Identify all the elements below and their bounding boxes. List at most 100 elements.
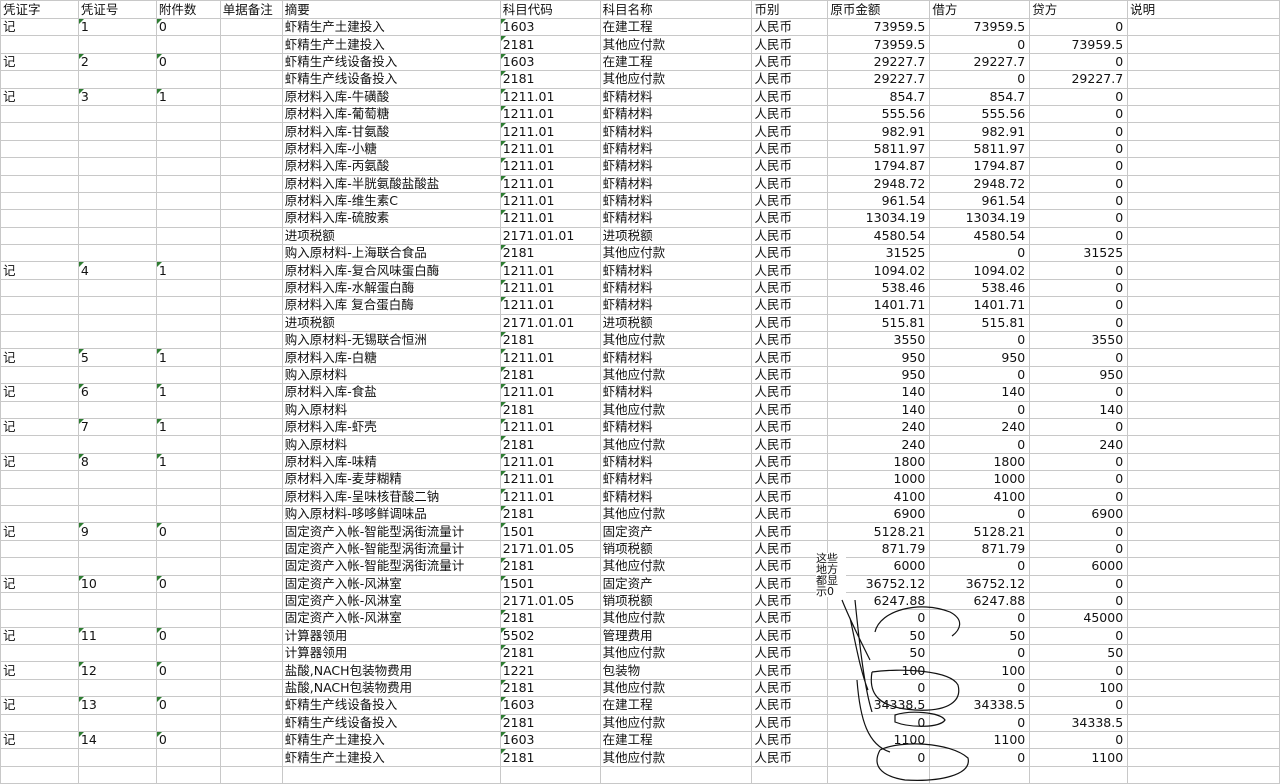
cell-voucher-no[interactable] bbox=[77, 765, 157, 784]
cell-account-code[interactable]: 2181 bbox=[499, 435, 601, 454]
cell-doc-note[interactable] bbox=[219, 70, 283, 89]
cell-voucher-type[interactable]: 记 bbox=[0, 383, 79, 402]
cell-attachments[interactable]: 1 bbox=[155, 87, 221, 106]
cell-summary[interactable]: 原材料入库-呈味核苷酸二钠 bbox=[281, 487, 501, 506]
cell-currency[interactable]: 人民币 bbox=[751, 17, 829, 37]
cell-attachments[interactable] bbox=[155, 331, 221, 350]
cell-remark[interactable] bbox=[1127, 470, 1280, 489]
cell-account-name[interactable]: 虾精材料 bbox=[599, 296, 753, 315]
cell-voucher-no[interactable]: 9 bbox=[77, 522, 157, 541]
cell-summary[interactable]: 进项税额 bbox=[281, 313, 501, 333]
cell-summary[interactable]: 原材料入库-半胱氨酸盐酸盐 bbox=[281, 174, 501, 193]
cell-account-name[interactable]: 其他应付款 bbox=[599, 35, 753, 54]
cell-remark[interactable] bbox=[1127, 731, 1280, 750]
cell-voucher-type[interactable] bbox=[0, 278, 79, 298]
cell-account-code[interactable]: 1211.01 bbox=[499, 139, 601, 159]
cell-currency[interactable]: 人民币 bbox=[751, 226, 829, 246]
cell-summary[interactable]: 购入原材料 bbox=[281, 400, 501, 419]
cell-summary[interactable]: 盐酸,NACH包装物费用 bbox=[281, 678, 501, 698]
cell-voucher-no[interactable] bbox=[77, 191, 157, 211]
cell-debit[interactable]: 1794.87 bbox=[929, 157, 1031, 176]
cell-account-name[interactable]: 其他应付款 bbox=[599, 365, 753, 385]
cell-orig-amount[interactable]: 100 bbox=[827, 661, 931, 680]
cell-account-code[interactable]: 1211.01 bbox=[499, 487, 601, 506]
cell-account-name[interactable]: 其他应付款 bbox=[599, 644, 753, 663]
cell-credit[interactable]: 29227.7 bbox=[1029, 70, 1129, 89]
cell-debit[interactable]: 0 bbox=[929, 244, 1031, 263]
cell-voucher-type[interactable] bbox=[0, 296, 79, 315]
header-account-name[interactable]: 科目名称 bbox=[599, 0, 753, 19]
cell-debit[interactable]: 6247.88 bbox=[929, 591, 1031, 611]
cell-voucher-no[interactable] bbox=[77, 104, 157, 124]
cell-attachments[interactable] bbox=[155, 35, 221, 54]
cell-orig-amount[interactable]: 515.81 bbox=[827, 313, 931, 333]
cell-account-name[interactable]: 虾精材料 bbox=[599, 191, 753, 211]
cell-summary[interactable]: 虾精生产土建投入 bbox=[281, 748, 501, 767]
cell-summary[interactable]: 固定资产入帐-智能型涡街流量计 bbox=[281, 522, 501, 541]
cell-doc-note[interactable] bbox=[219, 331, 283, 350]
cell-currency[interactable]: 人民币 bbox=[751, 52, 829, 72]
cell-voucher-type[interactable] bbox=[0, 504, 79, 524]
cell-orig-amount[interactable]: 4100 bbox=[827, 487, 931, 506]
cell-account-code[interactable]: 2181 bbox=[499, 70, 601, 89]
cell-orig-amount[interactable]: 961.54 bbox=[827, 191, 931, 211]
cell-debit[interactable]: 538.46 bbox=[929, 278, 1031, 298]
cell-voucher-no[interactable]: 1 bbox=[77, 17, 157, 37]
cell-orig-amount[interactable]: 4580.54 bbox=[827, 226, 931, 246]
cell-debit[interactable]: 0 bbox=[929, 557, 1031, 576]
cell-debit[interactable]: 0 bbox=[929, 713, 1031, 733]
cell-currency[interactable]: 人民币 bbox=[751, 261, 829, 280]
cell-debit[interactable]: 13034.19 bbox=[929, 209, 1031, 228]
cell-attachments[interactable] bbox=[155, 678, 221, 698]
cell-credit[interactable]: 0 bbox=[1029, 209, 1129, 228]
cell-remark[interactable] bbox=[1127, 313, 1280, 333]
cell-orig-amount[interactable]: 5128.21 bbox=[827, 522, 931, 541]
cell-credit[interactable]: 0 bbox=[1029, 574, 1129, 593]
cell-voucher-no[interactable]: 6 bbox=[77, 383, 157, 402]
cell-credit[interactable]: 34338.5 bbox=[1029, 713, 1129, 733]
cell-remark[interactable] bbox=[1127, 244, 1280, 263]
cell-voucher-type[interactable] bbox=[0, 765, 79, 784]
cell-currency[interactable]: 人民币 bbox=[751, 713, 829, 733]
cell-voucher-no[interactable] bbox=[77, 313, 157, 333]
cell-doc-note[interactable] bbox=[219, 87, 283, 106]
cell-voucher-type[interactable]: 记 bbox=[0, 522, 79, 541]
cell-account-code[interactable]: 1211.01 bbox=[499, 348, 601, 367]
cell-account-name[interactable]: 虾精材料 bbox=[599, 87, 753, 106]
cell-credit[interactable]: 0 bbox=[1029, 87, 1129, 106]
cell-doc-note[interactable] bbox=[219, 713, 283, 733]
cell-orig-amount[interactable]: 29227.7 bbox=[827, 52, 931, 72]
cell-credit[interactable]: 0 bbox=[1029, 522, 1129, 541]
cell-doc-note[interactable] bbox=[219, 157, 283, 176]
cell-account-code[interactable]: 1603 bbox=[499, 696, 601, 715]
cell-account-name[interactable]: 其他应付款 bbox=[599, 557, 753, 576]
cell-summary[interactable]: 盐酸,NACH包装物费用 bbox=[281, 661, 501, 680]
cell-attachments[interactable] bbox=[155, 191, 221, 211]
cell-currency[interactable]: 人民币 bbox=[751, 191, 829, 211]
cell-doc-note[interactable] bbox=[219, 539, 283, 559]
cell-account-code[interactable]: 2181 bbox=[499, 557, 601, 576]
cell-orig-amount[interactable]: 34338.5 bbox=[827, 696, 931, 715]
cell-summary[interactable]: 原材料入库-小糖 bbox=[281, 139, 501, 159]
cell-orig-amount[interactable]: 555.56 bbox=[827, 104, 931, 124]
cell-debit[interactable]: 2948.72 bbox=[929, 174, 1031, 193]
cell-debit[interactable]: 0 bbox=[929, 331, 1031, 350]
cell-account-name[interactable]: 虾精材料 bbox=[599, 278, 753, 298]
cell-account-code[interactable]: 2171.01.05 bbox=[499, 591, 601, 611]
cell-debit[interactable]: 0 bbox=[929, 504, 1031, 524]
cell-voucher-type[interactable]: 记 bbox=[0, 348, 79, 367]
cell-voucher-no[interactable]: 13 bbox=[77, 696, 157, 715]
cell-attachments[interactable] bbox=[155, 748, 221, 767]
cell-attachments[interactable] bbox=[155, 226, 221, 246]
cell-summary[interactable]: 计算器领用 bbox=[281, 644, 501, 663]
cell-orig-amount[interactable]: 2948.72 bbox=[827, 174, 931, 193]
cell-attachments[interactable] bbox=[155, 765, 221, 784]
cell-summary[interactable]: 购入原材料-上海联合食品 bbox=[281, 244, 501, 263]
cell-orig-amount[interactable]: 950 bbox=[827, 365, 931, 385]
cell-voucher-type[interactable]: 记 bbox=[0, 696, 79, 715]
cell-account-code[interactable]: 2181 bbox=[499, 504, 601, 524]
cell-credit[interactable] bbox=[1029, 765, 1129, 784]
cell-account-code[interactable]: 1211.01 bbox=[499, 383, 601, 402]
cell-account-name[interactable]: 虾精材料 bbox=[599, 261, 753, 280]
cell-account-name[interactable]: 虾精材料 bbox=[599, 383, 753, 402]
